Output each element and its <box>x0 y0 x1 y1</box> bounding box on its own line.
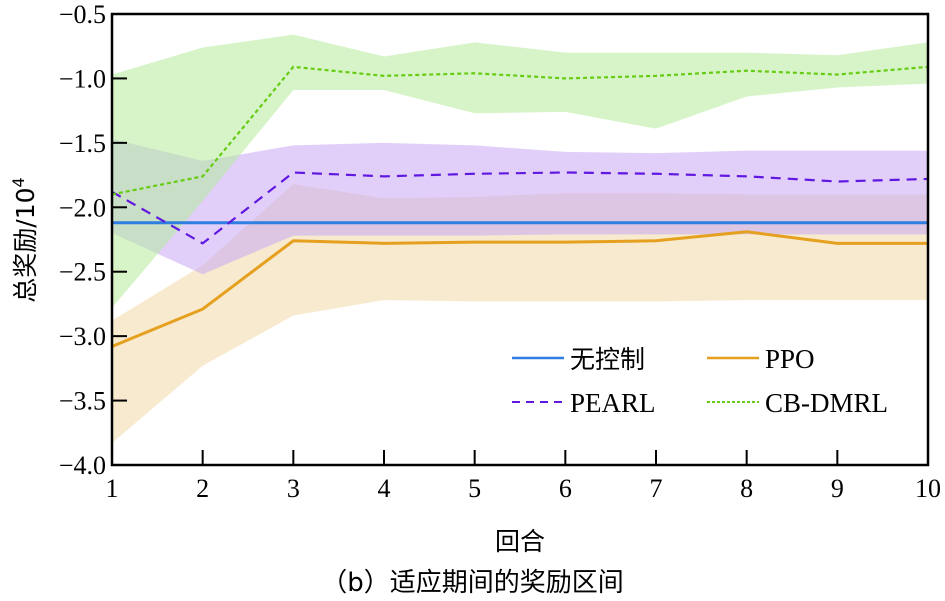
y-axis-title: 总奖励/104 <box>9 177 40 302</box>
y-tick-label: −3.5 <box>59 387 106 416</box>
y-tick-label: −2.5 <box>59 258 106 287</box>
legend-label: 无控制 <box>570 345 645 374</box>
y-tick-label: −3.0 <box>59 322 106 351</box>
x-tick-label: 1 <box>106 474 119 503</box>
x-axis-title: 回合 <box>495 527 545 556</box>
line-pearl <box>111 171 929 245</box>
x-tick-label: 8 <box>740 474 753 503</box>
x-tick-label: 7 <box>650 474 663 503</box>
x-tick-label: 5 <box>468 474 481 503</box>
line-cb-dmrl <box>111 65 929 196</box>
axes <box>110 12 930 467</box>
plot-frame <box>110 12 930 467</box>
x-tick-label: 6 <box>559 474 572 503</box>
legend-item-cb-dmrl: CB-DMRL <box>707 388 888 418</box>
band-cb-dmrl <box>112 34 928 308</box>
legend-item-ppo: PPO <box>707 344 815 374</box>
x-tick-label: 4 <box>378 474 391 503</box>
y-tick-label: −1.0 <box>59 64 106 93</box>
figure-caption: （b）适应期间的奖励区间 <box>321 568 624 598</box>
legend-label: PPO <box>765 344 815 374</box>
tick-labels: −4.0 −3.5 −3.0 −2.5 −2.0 −1.5 −1.0 −0.5 1 2 3 4 5 6 7 8… <box>59 0 941 503</box>
series-lines <box>111 65 929 348</box>
x-tick-label: 2 <box>196 474 209 503</box>
legend-item-no-control: 无控制 <box>512 345 645 374</box>
legend-label: CB-DMRL <box>765 388 888 418</box>
line-ppo <box>111 230 928 348</box>
y-tick-label: −1.5 <box>59 129 106 158</box>
y-tick-label: −2.0 <box>59 193 106 222</box>
band-ppo <box>112 184 928 444</box>
legend: 无控制 PPO PEARL CB-DMRL <box>512 344 888 418</box>
x-tick-label: 9 <box>831 474 844 503</box>
x-tick-label: 10 <box>915 474 941 503</box>
legend-label: PEARL <box>570 388 656 418</box>
legend-item-pearl: PEARL <box>512 388 656 418</box>
y-tick-label: −4.0 <box>59 451 106 480</box>
x-tick-label: 3 <box>287 474 300 503</box>
y-tick-label: −0.5 <box>59 0 106 29</box>
